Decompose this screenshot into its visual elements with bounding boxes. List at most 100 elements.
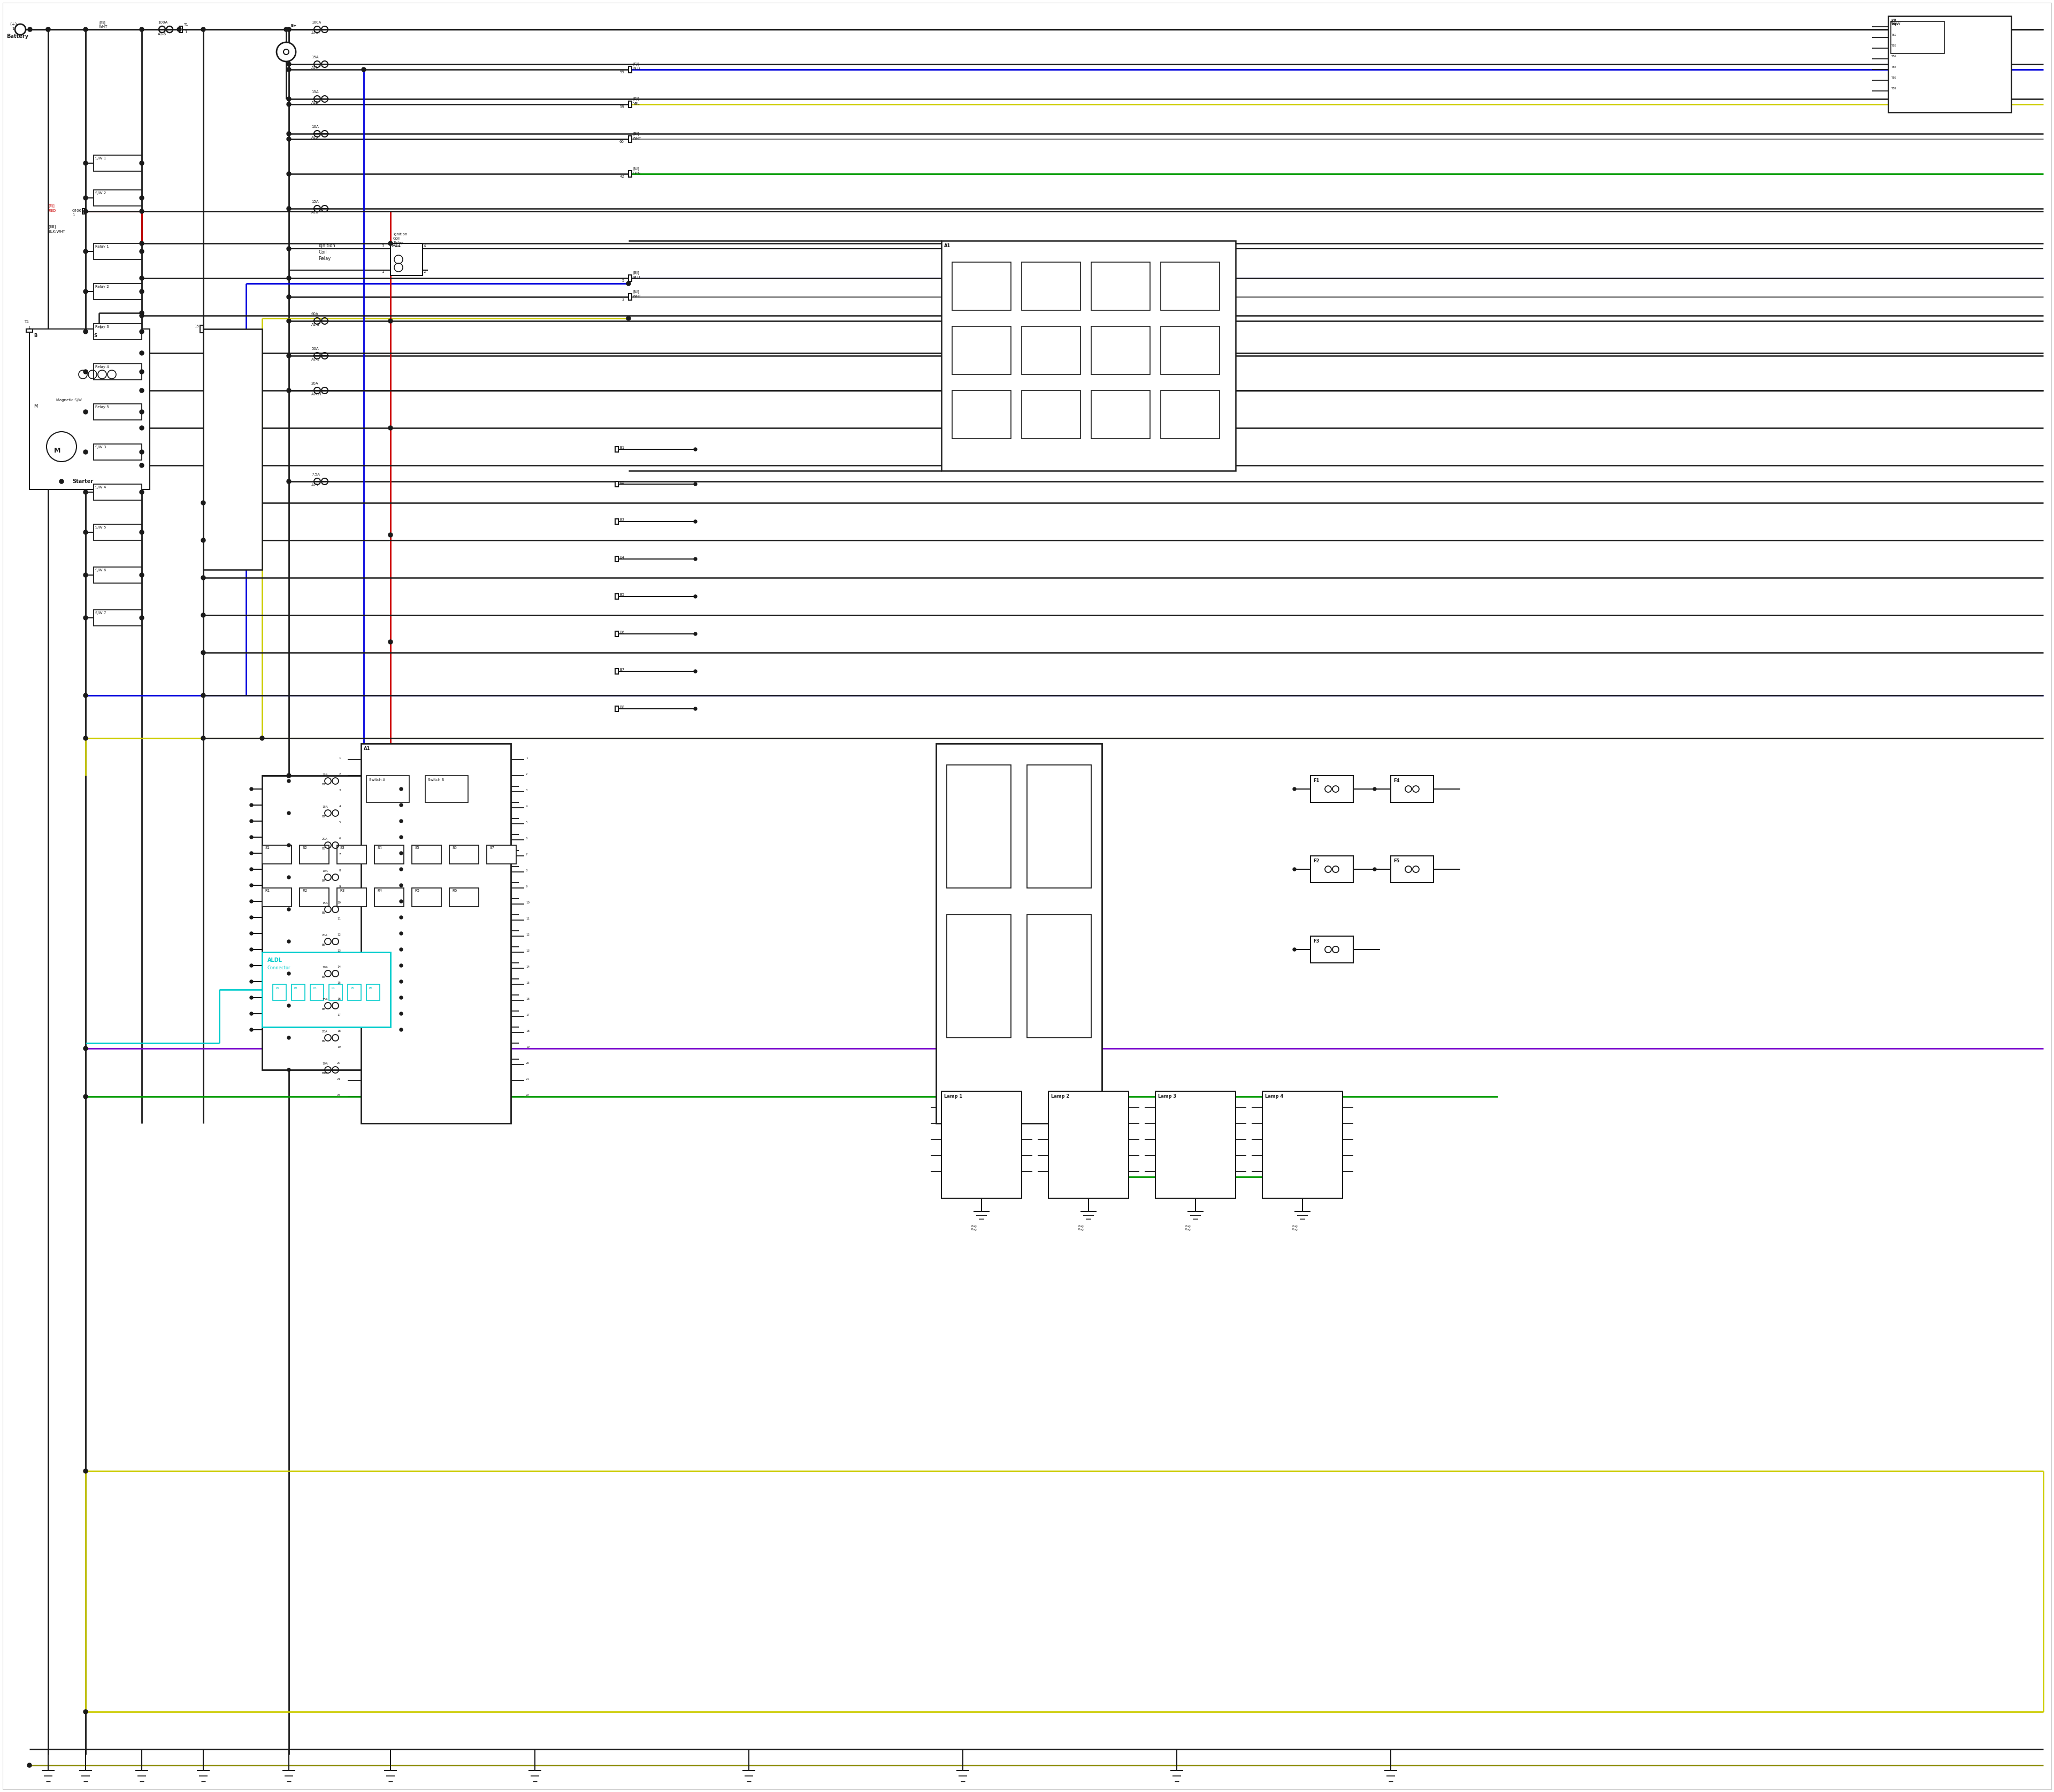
Text: WHT: WHT	[633, 294, 641, 297]
Bar	[203, 330, 263, 570]
Circle shape	[288, 206, 292, 211]
Text: (+): (+)	[10, 22, 16, 27]
Circle shape	[694, 708, 696, 710]
Text: [EJ]: [EJ]	[633, 167, 639, 170]
Bar	[97, 330, 103, 332]
Bar	[329, 984, 343, 1000]
Text: J/B
Top: J/B Top	[1892, 18, 1898, 25]
Text: 100A: 100A	[158, 22, 168, 23]
Text: [EJ]: [EJ]	[633, 131, 639, 134]
Text: WHT: WHT	[99, 25, 107, 29]
Circle shape	[84, 530, 88, 534]
Text: 21: 21	[337, 1077, 341, 1081]
Circle shape	[251, 964, 253, 968]
Text: 59: 59	[620, 106, 624, 109]
Text: B6: B6	[322, 944, 327, 946]
Text: B4: B4	[620, 556, 624, 559]
Text: 15A: 15A	[322, 901, 329, 905]
Text: 5: 5	[622, 280, 624, 283]
Text: A25: A25	[312, 484, 318, 487]
Circle shape	[140, 464, 144, 468]
Circle shape	[288, 172, 292, 176]
Circle shape	[401, 883, 403, 887]
Circle shape	[694, 448, 696, 452]
Circle shape	[288, 939, 290, 943]
Text: S7: S7	[489, 846, 495, 849]
Bar	[413, 889, 442, 907]
Circle shape	[288, 102, 292, 106]
Bar	[362, 744, 511, 1124]
Circle shape	[626, 281, 631, 285]
Bar	[614, 593, 618, 599]
Bar	[82, 208, 86, 213]
Text: 59: 59	[620, 70, 624, 73]
Bar	[1310, 776, 1354, 803]
Circle shape	[251, 883, 253, 887]
Circle shape	[84, 289, 88, 294]
Bar	[273, 984, 286, 1000]
Text: Ignition: Ignition	[318, 244, 335, 249]
Circle shape	[1292, 948, 1296, 952]
Circle shape	[251, 932, 253, 935]
Circle shape	[84, 694, 88, 697]
Circle shape	[388, 319, 392, 323]
Text: TB2: TB2	[1892, 34, 1896, 36]
Bar	[1091, 391, 1150, 439]
Text: 4: 4	[423, 244, 425, 247]
Circle shape	[84, 616, 88, 620]
Circle shape	[140, 310, 144, 315]
Bar	[390, 776, 507, 1097]
Text: Plug
Plug: Plug Plug	[1292, 1226, 1298, 1231]
Bar	[300, 889, 329, 907]
Text: B3: B3	[322, 848, 327, 849]
Circle shape	[288, 353, 292, 358]
Circle shape	[140, 389, 144, 392]
Text: GRN: GRN	[633, 172, 641, 176]
Text: 1: 1	[185, 30, 187, 34]
Bar	[941, 1091, 1021, 1199]
Text: B+: B+	[290, 23, 296, 27]
Circle shape	[140, 410, 144, 414]
Circle shape	[84, 195, 88, 201]
Text: 16: 16	[526, 998, 530, 1000]
Bar	[94, 566, 142, 582]
Circle shape	[401, 900, 403, 903]
Text: 20A: 20A	[322, 1030, 329, 1032]
Text: Battery: Battery	[6, 34, 29, 39]
Circle shape	[201, 650, 205, 654]
Bar	[487, 846, 516, 864]
Bar	[347, 984, 362, 1000]
Circle shape	[401, 851, 403, 855]
Circle shape	[288, 1004, 290, 1007]
Circle shape	[140, 249, 144, 253]
Bar	[374, 889, 405, 907]
Circle shape	[288, 131, 292, 136]
Text: 10: 10	[337, 901, 341, 903]
Text: 20A: 20A	[322, 837, 329, 840]
Text: [EJ]: [EJ]	[633, 63, 639, 66]
Text: [EJ]: [EJ]	[633, 271, 639, 274]
Text: B8: B8	[620, 706, 624, 710]
Text: 12: 12	[526, 934, 530, 935]
Bar	[629, 294, 633, 299]
Bar	[413, 846, 442, 864]
Text: R6: R6	[452, 889, 456, 892]
Circle shape	[140, 210, 144, 213]
Text: Relay 1: Relay 1	[94, 246, 109, 249]
Text: Ignition: Ignition	[392, 233, 407, 237]
Circle shape	[1372, 787, 1376, 790]
Bar	[27, 330, 33, 332]
Text: S: S	[94, 333, 97, 339]
Bar	[263, 776, 390, 1070]
Text: 11: 11	[337, 918, 341, 919]
Bar	[374, 846, 405, 864]
Bar	[614, 446, 618, 452]
Circle shape	[288, 812, 290, 815]
Text: S/W 7: S/W 7	[94, 611, 107, 615]
Circle shape	[140, 426, 144, 430]
Text: B7: B7	[322, 975, 327, 978]
Text: B: B	[33, 333, 37, 339]
Circle shape	[251, 819, 253, 823]
Circle shape	[251, 1012, 253, 1016]
Text: TB1: TB1	[1892, 23, 1896, 25]
